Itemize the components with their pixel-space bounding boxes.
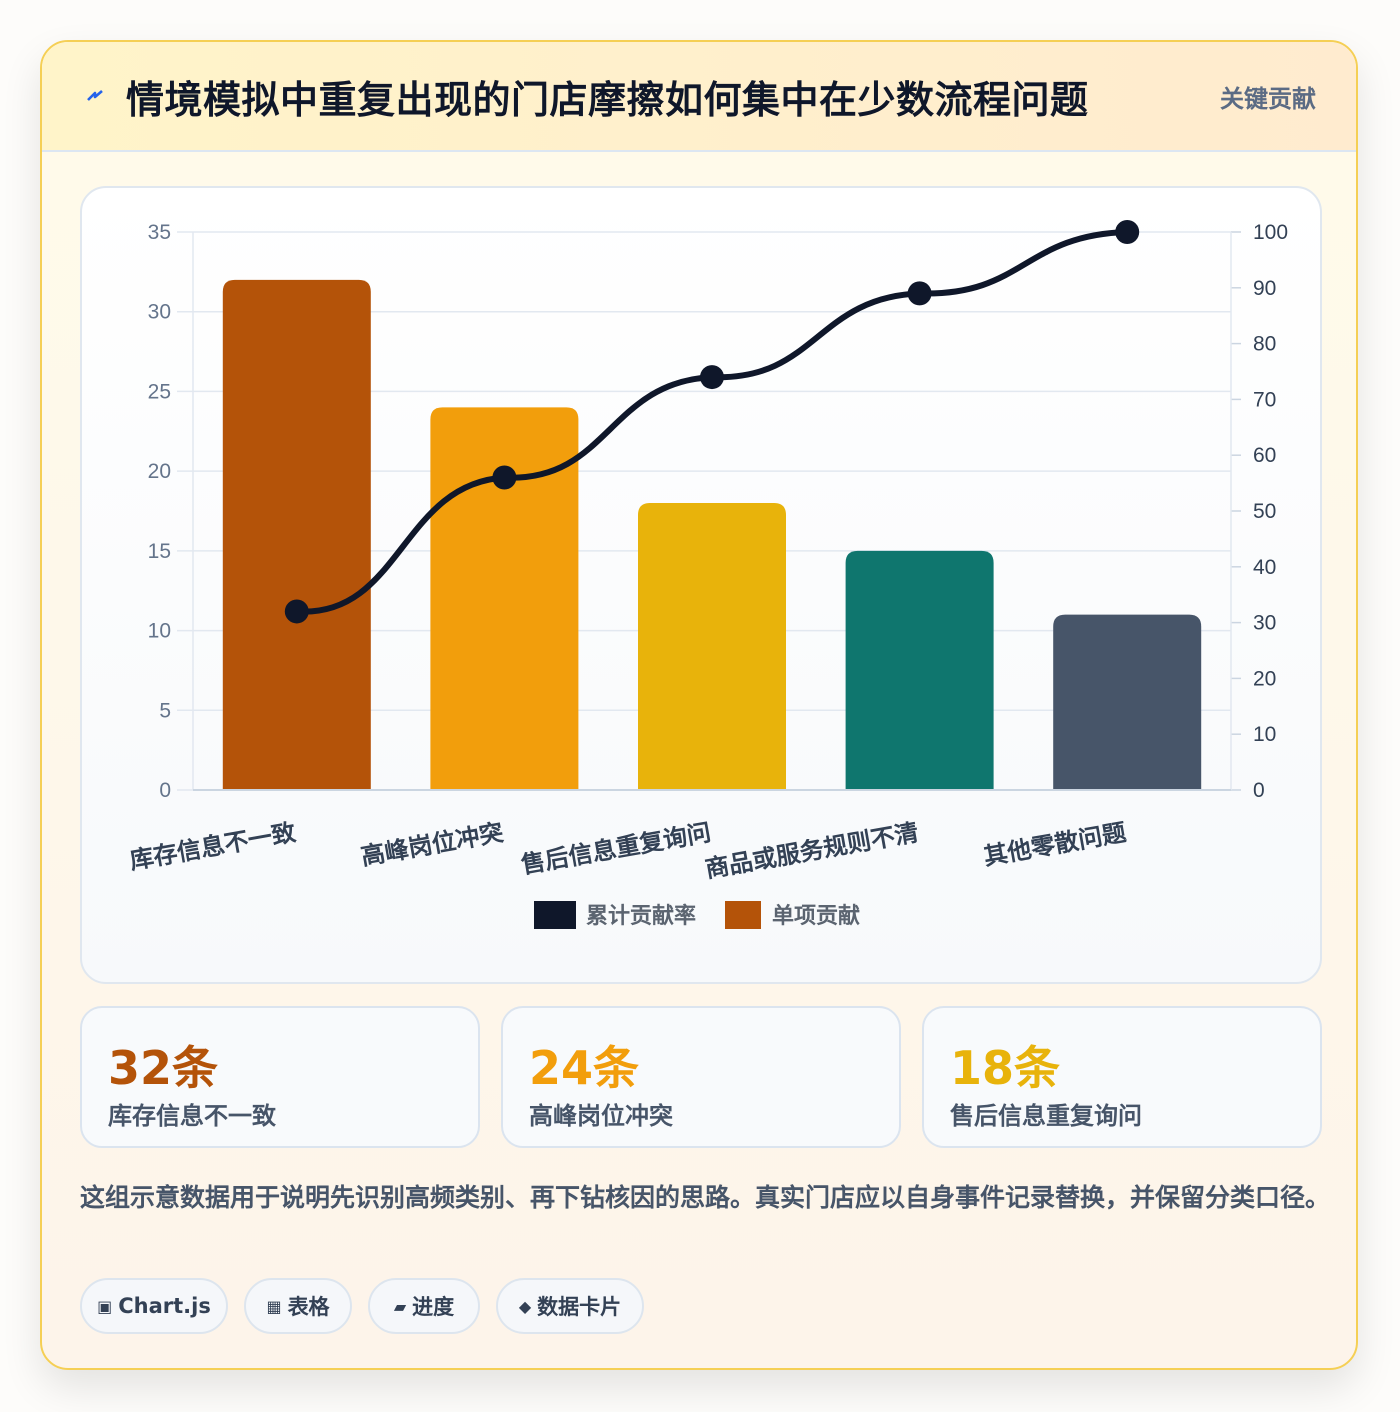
bar	[222, 279, 371, 790]
stat-value: 32条	[108, 1041, 219, 1095]
stat-value: 24条	[529, 1041, 640, 1095]
y-right-tick-label: 20	[1253, 667, 1276, 690]
y-right-tick-label: 80	[1253, 333, 1276, 356]
x-category-label: 库存信息不一致	[128, 818, 299, 875]
stat-card: 24条 高峰岗位冲突	[501, 1006, 901, 1148]
stat-label: 高峰岗位冲突	[529, 1102, 673, 1130]
chart-panel: 0 5 10 15 20 25 30 35 0 10 20 30 40 50 60 70 80 90 100 库存信息…	[80, 186, 1322, 984]
bar	[1053, 614, 1202, 790]
lightning-bolt-icon	[87, 90, 103, 101]
y-left-tick-label: 0	[159, 779, 171, 802]
bar	[845, 550, 994, 790]
y-right-tick-label: 30	[1253, 612, 1276, 635]
y-left-tick-label: 5	[159, 699, 171, 722]
dashboard-card: 情境模拟中重复出现的门店摩擦如何集中在少数流程问题 关键贡献 0 5 10 15 20 2…	[40, 40, 1358, 1370]
bar	[638, 503, 786, 790]
stat-value: 18条	[950, 1041, 1061, 1095]
stat-label: 库存信息不一致	[108, 1102, 276, 1130]
tag-label: 数据卡片	[537, 1295, 622, 1319]
y-right-tick-label: 0	[1253, 779, 1265, 802]
legend-label: 累计贡献率	[586, 903, 696, 929]
y-right-tick-label: 90	[1253, 277, 1276, 300]
y-left-tick-label: 25	[148, 380, 171, 403]
page-title: 情境模拟中重复出现的门店摩擦如何集中在少数流程问题	[126, 77, 1089, 122]
key-contribution-badge: 关键贡献	[1220, 84, 1316, 113]
tag-label: 进度	[412, 1295, 455, 1319]
stat-card: 18条 售后信息重复询问	[922, 1006, 1322, 1148]
cumulative-point	[907, 281, 932, 306]
pareto-chart: 0 5 10 15 20 25 30 35 0 10 20 30 40 50 60 70 80 90 100 库存信息…	[128, 220, 1288, 929]
card-header: 情境模拟中重复出现的门店摩擦如何集中在少数流程问题 关键贡献	[42, 42, 1356, 152]
legend-swatch	[534, 901, 576, 929]
cumulative-point	[700, 365, 724, 390]
x-category-label: 其他零散问题	[982, 818, 1129, 871]
x-category-label: 高峰岗位冲突	[359, 818, 506, 871]
y-left-tick-label: 10	[148, 620, 171, 643]
x-category-label: 商品或服务规则不清	[703, 818, 921, 883]
y-right-tick-label: 10	[1253, 723, 1276, 746]
progress-bar-icon: ▰	[393, 1296, 407, 1316]
tag-data-card[interactable]: ◆ 数据卡片	[496, 1278, 644, 1334]
cumulative-point	[1115, 220, 1140, 244]
y-right-tick-label: 40	[1253, 556, 1276, 579]
diamond-icon: ◆	[518, 1296, 532, 1316]
tag-progress[interactable]: ▰ 进度	[368, 1278, 480, 1334]
legend-label: 单项贡献	[772, 903, 860, 929]
y-right-tick-label: 100	[1253, 221, 1288, 244]
stat-card: 32条 库存信息不一致	[80, 1006, 480, 1148]
stat-label: 售后信息重复询问	[950, 1102, 1142, 1130]
y-right-tick-label: 50	[1253, 500, 1276, 523]
y-left-tick-label: 30	[148, 301, 171, 324]
y-left-tick-label: 15	[148, 540, 171, 563]
chart-square-icon: ▣	[97, 1296, 113, 1316]
bar	[430, 407, 579, 790]
tag-label: Chart.js	[118, 1294, 211, 1318]
tag-table[interactable]: ▦ 表格	[244, 1278, 352, 1334]
table-grid-icon: ▦	[266, 1296, 282, 1316]
cumulative-point	[492, 465, 517, 490]
tag-chartjs[interactable]: ▣ Chart.js	[80, 1278, 228, 1334]
x-category-label: 售后信息重复询问	[519, 818, 713, 879]
explanation-note: 这组示意数据用于说明先识别高频类别、再下钻核因的思路。真实门店应以自身事件记录替…	[80, 1183, 1331, 1212]
legend-swatch	[725, 901, 761, 929]
y-right-tick-label: 60	[1253, 444, 1276, 467]
cumulative-point	[284, 599, 309, 624]
y-right-tick-label: 70	[1253, 388, 1276, 411]
y-left-tick-label: 35	[148, 221, 171, 244]
y-left-tick-label: 20	[148, 460, 171, 483]
stat-cards: 32条 库存信息不一致 24条 高峰岗位冲突 18条 售后信息重复询问	[80, 1006, 1322, 1148]
tag-label: 表格	[287, 1295, 330, 1319]
